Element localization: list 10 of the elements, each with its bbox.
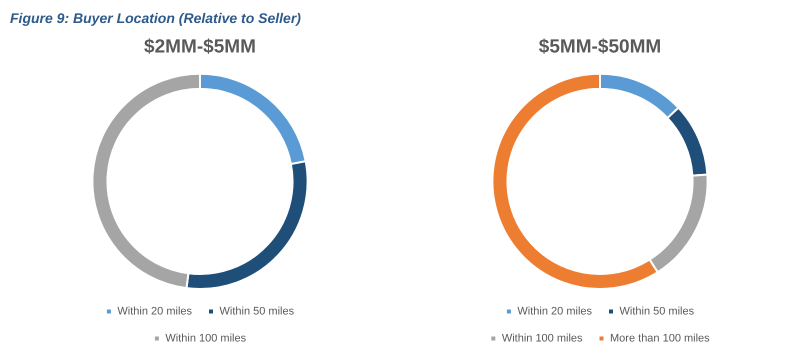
legend-label: Within 100 miles <box>502 332 584 345</box>
legend-label: Within 50 miles <box>220 306 295 318</box>
caption: Figure 9: Buyer Location (Relative to Seller) <box>10 10 301 26</box>
legend-label: Within 50 miles <box>620 306 695 318</box>
chart-title: $2MM-$5MM <box>144 36 256 58</box>
legend-label: More than 100 miles <box>610 332 710 345</box>
legend-label: Within 100 miles <box>165 332 247 345</box>
chart-title: $5MM-$50MM <box>538 36 662 58</box>
legend-label: Within 20 miles <box>117 306 192 318</box>
legend-label: Within 20 miles <box>517 306 592 318</box>
